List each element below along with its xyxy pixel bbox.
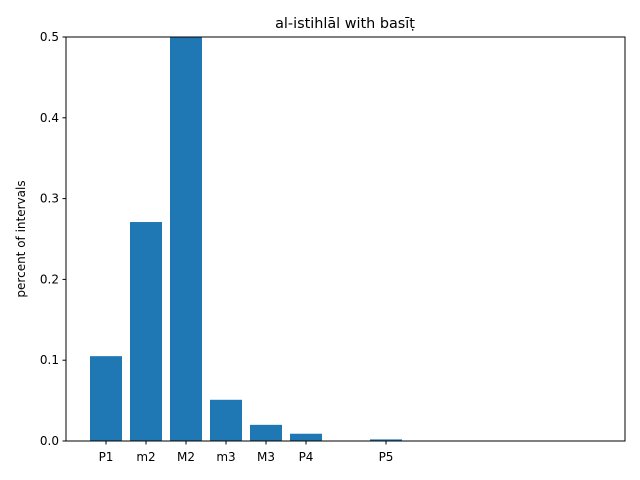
y-tick-label: 0.0 [40,434,59,448]
bar-m2 [130,222,162,441]
plot-frame [65,36,626,442]
x-tick-label: M3 [257,450,275,464]
bar-P1 [90,356,122,441]
y-axis-label: percent of intervals [14,180,28,297]
bar-P5 [370,439,402,441]
y-tick-label: 0.4 [40,111,59,125]
x-tick-label: m2 [136,450,155,464]
y-tick-label: 0.2 [40,272,59,286]
x-tick-label: m3 [216,450,235,464]
y-ticks-group: 0.0 0.1 0.2 0.3 0.4 0.5 [40,30,66,448]
bar-M2 [170,37,202,441]
x-tick-label: P5 [379,450,394,464]
x-tick-label: P1 [99,450,114,464]
x-ticks-group: P1 m2 M2 m3 M3 P4 P5 [99,441,394,464]
x-tick-label: M2 [177,450,195,464]
bars-group [90,37,402,441]
x-tick-label: P4 [299,450,314,464]
y-tick-label: 0.1 [40,353,59,367]
y-tick-label: 0.5 [40,30,59,44]
bar-M3 [250,424,282,441]
bar-m3 [210,399,242,441]
bar-P4 [290,433,322,441]
chart-title: al-istihlāl with basīṭ [275,16,415,32]
y-tick-label: 0.3 [40,192,59,206]
